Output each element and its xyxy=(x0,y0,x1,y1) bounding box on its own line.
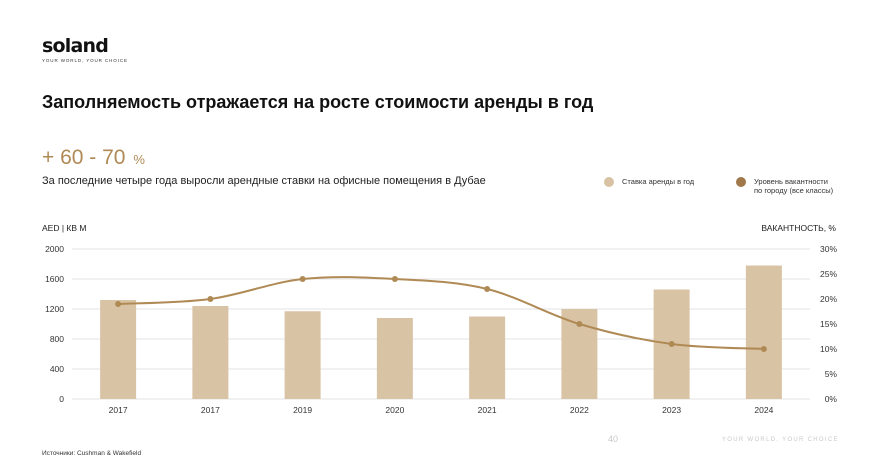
legend-vacancy-label: Уровень вакантности по городу (все класс… xyxy=(754,177,833,195)
y-axis-label: AED | КВ М xyxy=(42,223,86,233)
vacancy-point xyxy=(207,296,214,302)
y-tick-label: 1600 xyxy=(45,274,64,284)
page-title: Заполняемость отражается на росте стоимо… xyxy=(42,92,594,112)
legend-vacancy-dot xyxy=(736,177,746,187)
y-tick-label: 800 xyxy=(50,334,64,344)
legend-vacancy-line2: по городу (все классы) xyxy=(754,186,834,195)
x-tick-label: 2024 xyxy=(754,405,773,415)
growth-unit: % xyxy=(133,152,145,167)
x-tick-label: 2019 xyxy=(293,405,312,415)
bar-rent xyxy=(469,316,506,399)
y-tick-label: 2000 xyxy=(45,244,64,254)
bar-rent xyxy=(745,265,782,399)
vacancy-point xyxy=(299,276,306,282)
vacancy-point xyxy=(668,341,675,347)
brand-tagline: YOUR WORLD, YOUR CHOICE xyxy=(42,58,128,63)
vacancy-point xyxy=(115,301,122,307)
x-tick-label: 2022 xyxy=(570,405,589,415)
y2-tick-label: 20% xyxy=(820,294,837,304)
vacancy-point xyxy=(391,276,398,282)
vacancy-point xyxy=(576,321,583,327)
x-tick-label: 2017 xyxy=(201,405,220,415)
y2-tick-label: 25% xyxy=(820,269,837,279)
y2-tick-label: 0% xyxy=(825,394,838,404)
footer-tagline: YOUR WORLD, YOUR CHOICE xyxy=(722,437,839,443)
page-subtitle: За последние четыре года выросли арендны… xyxy=(42,175,486,187)
bar-rent xyxy=(100,300,137,399)
y2-tick-label: 30% xyxy=(820,244,837,254)
x-tick-label: 2020 xyxy=(385,405,404,415)
x-tick-label: 2017 xyxy=(109,405,128,415)
vacancy-point xyxy=(760,346,767,352)
vacancy-point xyxy=(484,286,491,292)
y2-axis-label: ВАКАНТНОСТЬ, % xyxy=(761,223,836,233)
y-tick-label: 0 xyxy=(59,394,64,404)
y-tick-label: 1200 xyxy=(45,304,64,314)
brand-logo: soland YOUR WORLD, YOUR CHOICE xyxy=(42,36,128,63)
legend-rent-dot xyxy=(604,177,614,187)
legend-rent-label: Ставка аренды в год xyxy=(622,177,695,186)
page-number: 40 xyxy=(608,434,619,444)
bar-rent xyxy=(376,318,413,399)
bar-rent xyxy=(284,311,321,399)
vacancy-line xyxy=(118,276,764,350)
x-tick-label: 2021 xyxy=(478,405,497,415)
y2-tick-label: 5% xyxy=(825,369,838,379)
growth-highlight: + 60 - 70 % xyxy=(42,146,145,170)
y2-tick-label: 15% xyxy=(820,319,837,329)
legend-vacancy-line1: Уровень вакантности xyxy=(754,177,828,186)
legend-item-vacancy: Уровень вакантности по городу (все класс… xyxy=(736,177,833,195)
legend-item-rent: Ставка аренды в год xyxy=(604,177,694,187)
bar-rent xyxy=(192,306,229,399)
brand-name: soland xyxy=(42,35,109,57)
x-tick-label: 2023 xyxy=(662,405,681,415)
y-tick-label: 400 xyxy=(50,364,64,374)
source-note: Источники: Cushman & Wakefield xyxy=(42,450,142,457)
growth-value: + 60 - 70 xyxy=(42,146,126,169)
y2-tick-label: 10% xyxy=(820,344,837,354)
